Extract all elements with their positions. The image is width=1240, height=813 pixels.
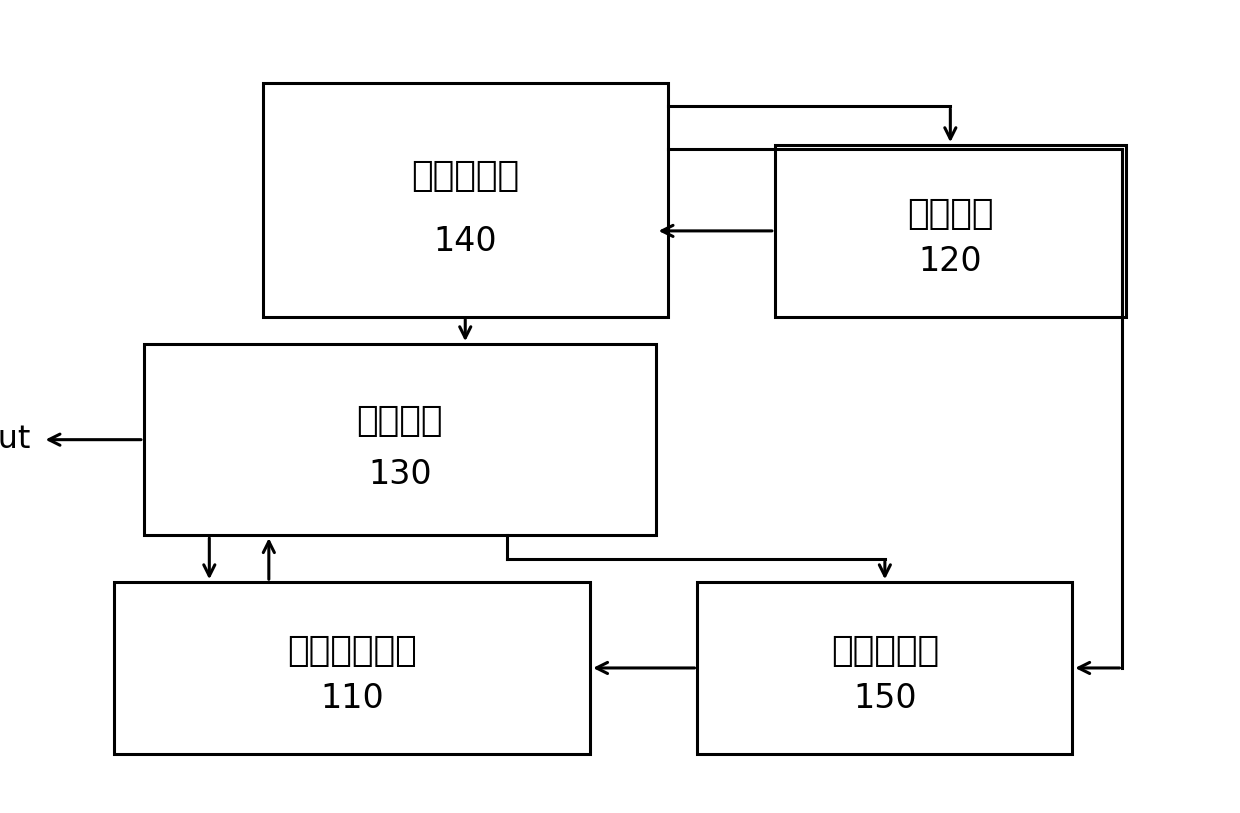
Text: Iout: Iout: [0, 424, 31, 455]
Text: 140: 140: [434, 225, 497, 259]
Text: 120: 120: [919, 246, 982, 278]
Text: 电流产生电路: 电流产生电路: [288, 634, 417, 667]
Text: 负反馈电路: 负反馈电路: [831, 634, 939, 667]
Bar: [775, 145, 1126, 317]
Text: 150: 150: [853, 682, 916, 715]
Bar: [114, 582, 590, 754]
Text: 偏置电流源: 偏置电流源: [412, 159, 520, 193]
Bar: [144, 344, 656, 535]
Text: 130: 130: [368, 458, 432, 490]
Text: 启动电路: 启动电路: [908, 197, 993, 231]
Text: 镜像电路: 镜像电路: [357, 403, 443, 437]
Bar: [263, 83, 667, 317]
Bar: [697, 582, 1073, 754]
Text: 110: 110: [320, 682, 384, 715]
